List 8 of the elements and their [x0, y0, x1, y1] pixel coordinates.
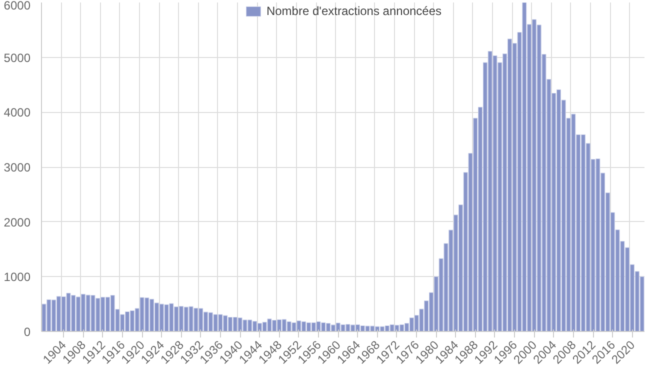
y-tick-label: 3000	[4, 160, 31, 174]
y-tick-label: 2000	[4, 215, 31, 230]
y-tick-label: 4000	[4, 106, 31, 120]
y-tick-label: 5000	[4, 50, 31, 65]
y-tick-label: 1000	[4, 270, 31, 284]
legend-label: Nombre d'extractions annoncées	[266, 4, 442, 18]
y-tick-label: 0	[24, 325, 31, 339]
y-tick-label: 6000	[4, 0, 31, 12]
